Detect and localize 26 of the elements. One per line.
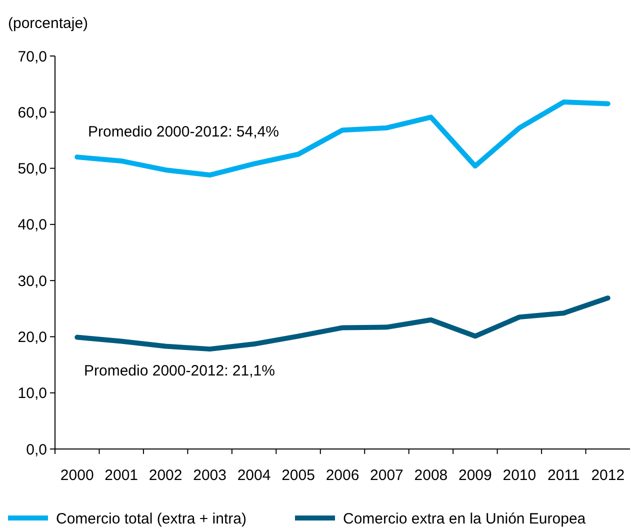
annotation: Promedio 2000-2012: 54,4% — [88, 123, 279, 140]
x-tick-label: 2004 — [237, 467, 271, 484]
y-tick-label: 40,0 — [18, 216, 47, 234]
y-axis-title: (porcentaje) — [8, 15, 88, 32]
y-tick-label: 10,0 — [18, 385, 47, 402]
x-tick-label: 2000 — [60, 467, 94, 484]
y-tick-label: 0,0 — [26, 441, 47, 458]
x-tick-label: 2009 — [458, 467, 492, 484]
x-tick-label: 2010 — [502, 467, 536, 484]
x-tick-label: 2002 — [148, 467, 182, 484]
x-tick-label: 2001 — [104, 467, 138, 484]
x-tick-label: 2006 — [326, 467, 360, 484]
x-tick-label: 2012 — [591, 467, 625, 484]
x-tick-label: 2011 — [548, 467, 580, 484]
y-tick-label: 20,0 — [18, 328, 47, 346]
x-tick-label: 2008 — [414, 467, 448, 484]
legend-label: Comercio extra en la Unión Europea — [343, 510, 586, 528]
x-tick-label: 2003 — [193, 467, 226, 484]
y-tick-label: 70,0 — [18, 48, 47, 66]
y-tick-label: 30,0 — [18, 272, 47, 290]
y-tick-label: 50,0 — [18, 160, 47, 178]
legend-label: Comercio total (extra + intra) — [56, 510, 246, 528]
x-tick-label: 2007 — [370, 467, 404, 484]
x-tick-label: 2005 — [282, 467, 315, 484]
y-tick-label: 60,0 — [18, 104, 47, 122]
annotation: Promedio 2000-2012: 21,1% — [84, 362, 275, 380]
